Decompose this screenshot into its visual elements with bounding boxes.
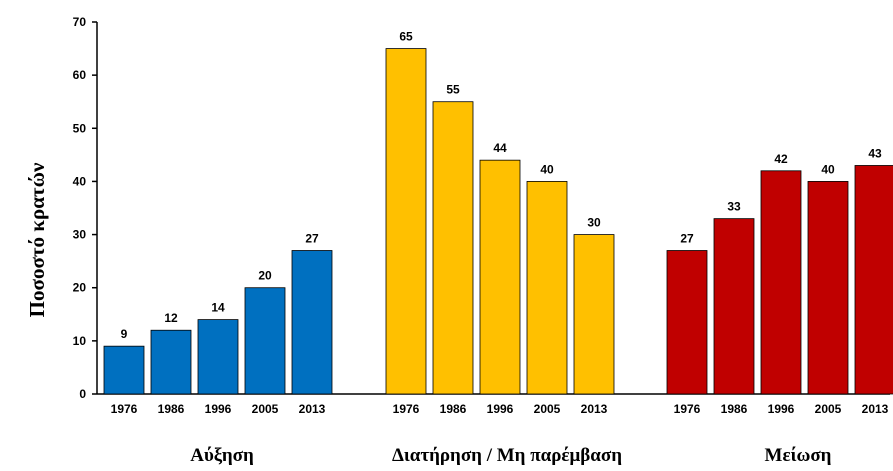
bar [432,101,474,395]
y-tick-label: 30 [73,228,87,242]
x-tick-label: 1976 [393,402,420,416]
bar-value-label: 14 [211,301,225,315]
x-tick-label: 1996 [205,402,232,416]
bar [150,329,192,395]
bar [807,181,849,395]
bar-value-label: 42 [774,152,788,166]
bar-value-label: 12 [164,311,178,325]
x-tick-label: 2005 [252,402,279,416]
x-tick-label: 1996 [487,402,514,416]
y-tick-label: 0 [79,387,86,401]
bar-value-label: 44 [493,141,507,155]
bar-value-label: 40 [540,162,554,176]
bar [573,234,615,395]
bar [526,181,568,395]
bar-value-label: 33 [727,200,741,214]
x-tick-label: 1986 [158,402,185,416]
bar [760,170,802,395]
x-tick-label: 1976 [674,402,701,416]
x-tick-label: 1986 [440,402,467,416]
x-tick-label: 1996 [768,402,795,416]
bar [244,287,286,395]
bar-value-label: 27 [305,232,319,246]
group-label: Διατήρηση / Μη παρέμβαση [392,445,622,466]
y-tick-label: 70 [73,15,87,29]
bar [103,345,145,395]
y-tick-label: 50 [73,121,87,135]
bar-value-label: 55 [446,83,460,97]
y-axis-title: Ποσοστό κρατών [25,162,49,317]
group-label: Μείωση [765,445,832,466]
bar [385,48,427,395]
x-tick-label: 1976 [111,402,138,416]
bar-value-label: 30 [587,216,601,230]
y-tick-label: 20 [73,281,87,295]
x-tick-label: 2005 [815,402,842,416]
bar-value-label: 43 [868,146,882,160]
x-tick-label: 2013 [581,402,608,416]
bar [479,159,521,395]
x-tick-label: 2013 [862,402,889,416]
x-tick-label: 2013 [299,402,326,416]
x-tick-label: 2005 [534,402,561,416]
group-label: Αύξηση [190,445,254,466]
bar-value-label: 65 [399,30,413,44]
bar [291,250,333,395]
bar [854,165,893,395]
x-tick-label: 1986 [721,402,748,416]
chart-labels: 0 10 20 30 40 50 60 70 9 1976 12 1986 14 1996 20 2005 27… [73,15,889,466]
bar-value-label: 20 [258,269,272,283]
chart-bars [103,48,893,395]
y-tick-label: 10 [73,334,87,348]
bar [713,218,755,395]
bar-value-label: 27 [680,232,694,246]
bar-value-label: 40 [821,162,835,176]
y-tick-label: 40 [73,174,87,188]
y-tick-label: 60 [73,68,87,82]
bar-value-label: 9 [121,327,128,341]
bar [197,319,239,395]
bar [666,250,708,395]
